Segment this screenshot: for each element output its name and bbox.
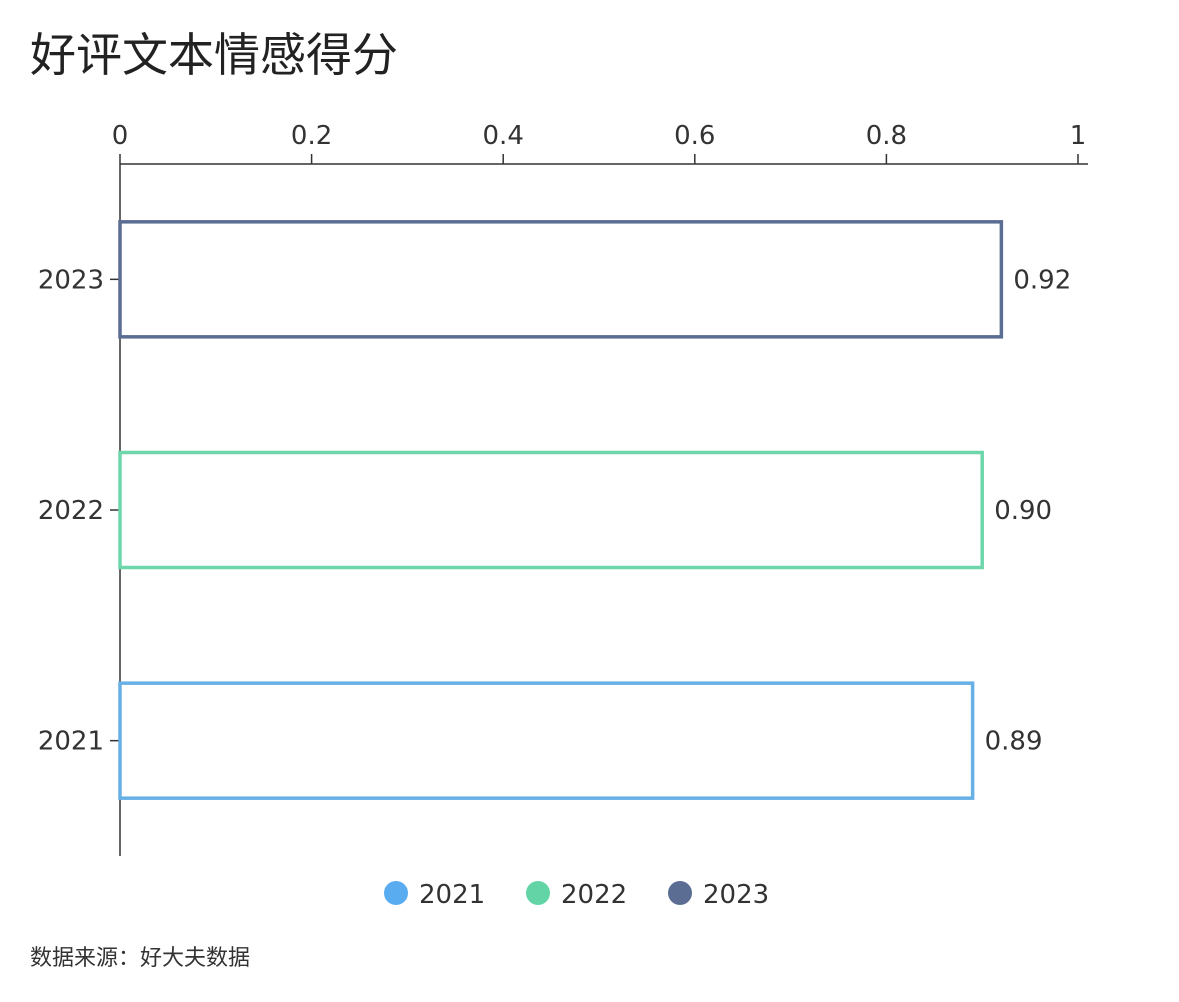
x-tick-label-2: 0.4 xyxy=(483,121,524,151)
bar-2021 xyxy=(118,681,975,800)
x-tick-label-1: 0.2 xyxy=(291,121,332,151)
legend-label-2023: 2023 xyxy=(703,880,769,910)
data-label-2022: 0.90 xyxy=(994,496,1052,526)
chart-title: 好评文本情感得分 xyxy=(30,28,398,82)
legend-marker-2021 xyxy=(384,881,408,905)
legend-marker-2022 xyxy=(526,881,550,905)
x-tick-label-0: 0 xyxy=(112,121,129,151)
legend-label-2021: 2021 xyxy=(419,880,485,910)
bar-2022 xyxy=(118,450,984,570)
data-label-2021: 0.89 xyxy=(985,727,1043,757)
data-label-2023: 0.92 xyxy=(1013,265,1071,295)
y-tick-label-2022: 2022 xyxy=(38,496,104,526)
legend-marker-2023 xyxy=(668,881,692,905)
x-tick-label-4: 0.8 xyxy=(866,121,907,151)
legend-label-2022: 2022 xyxy=(561,880,627,910)
x-tick-label-5: 1 xyxy=(1070,121,1087,151)
bar-2023 xyxy=(118,220,1004,339)
source-note: 数据来源：好大夫数据 xyxy=(30,946,251,971)
y-tick-label-2021: 2021 xyxy=(38,727,104,757)
x-tick-label-3: 0.6 xyxy=(674,121,715,151)
y-tick-label-2023: 2023 xyxy=(38,265,104,295)
